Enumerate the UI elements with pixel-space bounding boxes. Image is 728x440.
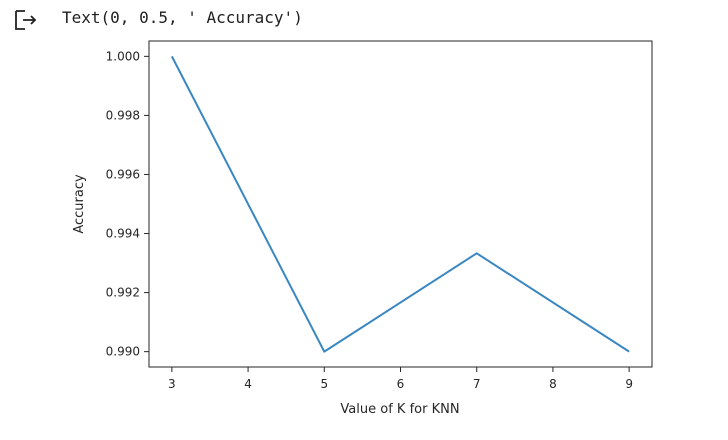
y-tick-label: 0.992 xyxy=(106,286,140,300)
y-tick-label: 0.998 xyxy=(106,108,140,122)
cell-output-row: Text(0, 0.5, ' Accuracy') xyxy=(0,0,728,40)
x-tick-label: 5 xyxy=(320,377,328,391)
y-tick-label: 0.990 xyxy=(106,345,140,359)
x-axis-label: Value of K for KNN xyxy=(340,402,459,417)
x-tick-label: 7 xyxy=(473,377,481,391)
series-layer xyxy=(170,55,630,353)
y-axis-label: Accuracy xyxy=(72,174,87,234)
y-tick-label: 0.994 xyxy=(106,227,140,241)
x-tick-label: 3 xyxy=(168,377,176,391)
x-tick-label: 8 xyxy=(549,377,557,391)
x-tick-label: 4 xyxy=(244,377,252,391)
output-arrow-icon xyxy=(15,10,37,30)
output-text: Text(0, 0.5, ' Accuracy') xyxy=(62,8,303,27)
x-axis-ticks: 3 4 5 6 7 8 9 xyxy=(168,367,633,391)
y-tick-label: 1.000 xyxy=(106,49,140,63)
x-tick-label: 9 xyxy=(625,377,633,391)
y-tick-label: 0.996 xyxy=(106,167,140,181)
x-tick-label: 6 xyxy=(397,377,405,391)
series-line-0 xyxy=(170,55,630,353)
y-axis-ticks: 0.990 0.992 0.994 0.996 0.998 1.000 xyxy=(106,49,149,359)
